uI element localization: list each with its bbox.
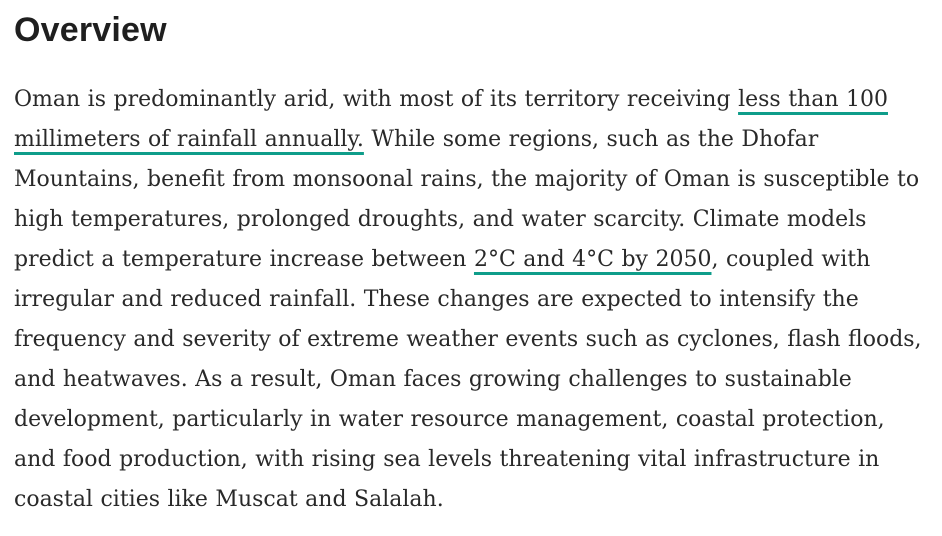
overview-paragraph: Oman is predominantly arid, with most of… [14,80,930,520]
paragraph-text: Oman is predominantly arid, with most of… [14,87,739,112]
section-heading: Overview [14,11,167,49]
inline-citation-link[interactable]: 2°C and 4°C by 2050 [473,247,712,272]
paragraph-text: While some regions, such as the Dhofar M… [14,127,920,272]
inline-citation-link[interactable]: less than 100 millimeters of rainfall an… [14,87,888,152]
paragraph-text: , coupled with irregular and reduced rai… [14,247,922,512]
